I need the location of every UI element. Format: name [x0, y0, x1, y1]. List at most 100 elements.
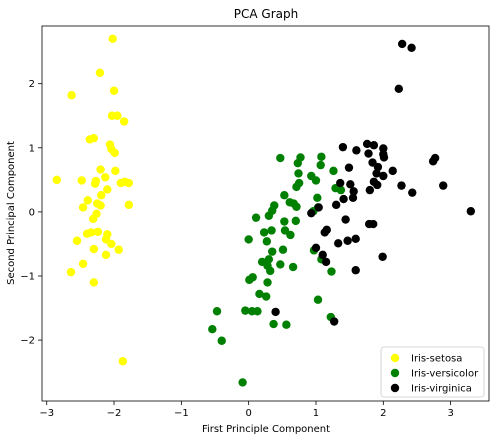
data-point	[311, 243, 321, 252]
data-point	[109, 86, 119, 95]
data-point	[97, 191, 106, 200]
series-iris-virginica	[271, 39, 476, 326]
data-point	[280, 217, 289, 226]
y-tick-label: −1	[20, 272, 35, 283]
data-point	[217, 336, 226, 345]
data-point	[93, 227, 103, 236]
data-point	[291, 216, 300, 226]
data-point	[85, 135, 94, 144]
x-tick-label: 1	[313, 408, 319, 419]
data-point	[373, 180, 382, 190]
legend-label: Iris-virginica	[411, 384, 472, 395]
data-point	[107, 239, 116, 249]
data-point	[466, 207, 476, 216]
data-point	[96, 201, 105, 210]
x-tick-label: 0	[245, 408, 251, 419]
data-point	[253, 307, 262, 316]
data-point	[286, 230, 295, 240]
data-point	[344, 163, 354, 172]
data-point	[317, 152, 326, 161]
data-point	[77, 176, 86, 185]
data-point	[119, 117, 129, 126]
data-point	[428, 157, 438, 166]
data-point	[369, 141, 379, 150]
data-point	[388, 166, 397, 176]
data-point	[124, 200, 134, 210]
data-point	[212, 307, 222, 316]
data-point	[372, 169, 381, 178]
data-point	[313, 193, 322, 202]
data-point	[378, 252, 387, 261]
data-point	[316, 160, 325, 170]
x-axis-label: First Principle Component	[202, 424, 330, 435]
legend-marker	[390, 383, 400, 393]
data-point	[95, 68, 105, 77]
data-point	[90, 179, 100, 188]
data-point	[379, 153, 389, 162]
x-tick-label: 3	[447, 408, 453, 419]
x-tick-label: 2	[380, 408, 386, 419]
data-point	[336, 178, 345, 188]
data-point	[339, 194, 348, 204]
data-point	[261, 292, 271, 301]
legend-label: Iris-setosa	[411, 354, 462, 365]
data-point	[379, 144, 388, 153]
data-point	[96, 165, 105, 174]
data-point	[108, 34, 117, 44]
data-point	[373, 162, 383, 172]
data-point	[83, 196, 92, 205]
data-point	[362, 139, 372, 149]
y-axis-ticks: −2 −1 0 1 2	[20, 79, 42, 347]
data-point	[349, 187, 358, 196]
data-point	[294, 169, 303, 178]
data-point	[266, 266, 275, 276]
x-axis-ticks: −3 −2 −1 0 1 2 3	[39, 401, 454, 419]
data-point	[118, 357, 127, 366]
data-point	[88, 214, 98, 224]
data-point	[89, 244, 99, 254]
data-point	[397, 39, 407, 49]
x-tick-label: −3	[39, 408, 54, 419]
data-point	[271, 307, 280, 317]
data-point	[338, 142, 348, 152]
y-axis-label: Second Principal Component	[6, 141, 17, 285]
data-point	[111, 166, 120, 176]
data-point	[348, 193, 358, 202]
data-point	[113, 111, 122, 120]
y-tick-label: 0	[29, 207, 35, 218]
data-points	[52, 34, 476, 387]
data-point	[264, 211, 274, 220]
data-point	[351, 234, 360, 244]
legend-box	[380, 346, 485, 398]
data-point	[280, 191, 289, 200]
data-point	[311, 176, 321, 185]
data-point	[320, 228, 329, 237]
data-point	[276, 153, 285, 163]
data-point	[282, 320, 291, 329]
data-point	[318, 250, 327, 260]
data-point	[78, 203, 88, 212]
data-point	[72, 236, 82, 245]
legend-marker	[390, 368, 400, 378]
data-point	[116, 178, 125, 188]
data-point	[238, 378, 247, 387]
data-point	[369, 219, 378, 229]
legend-label: Iris-versicolor	[411, 369, 479, 380]
data-point	[110, 148, 119, 158]
series-iris-setosa	[52, 34, 134, 366]
data-point	[329, 166, 338, 176]
x-tick-label: −2	[107, 408, 122, 419]
data-point	[269, 319, 278, 329]
data-point	[314, 203, 323, 212]
data-point	[89, 278, 99, 287]
data-point	[331, 200, 341, 210]
data-point	[101, 250, 111, 260]
data-point	[321, 257, 331, 267]
data-point	[67, 91, 76, 100]
data-point	[407, 43, 416, 52]
data-point	[124, 178, 134, 188]
data-point	[293, 158, 303, 168]
data-point	[351, 266, 360, 275]
data-point	[114, 245, 123, 254]
series-iris-versicolor	[208, 152, 346, 387]
